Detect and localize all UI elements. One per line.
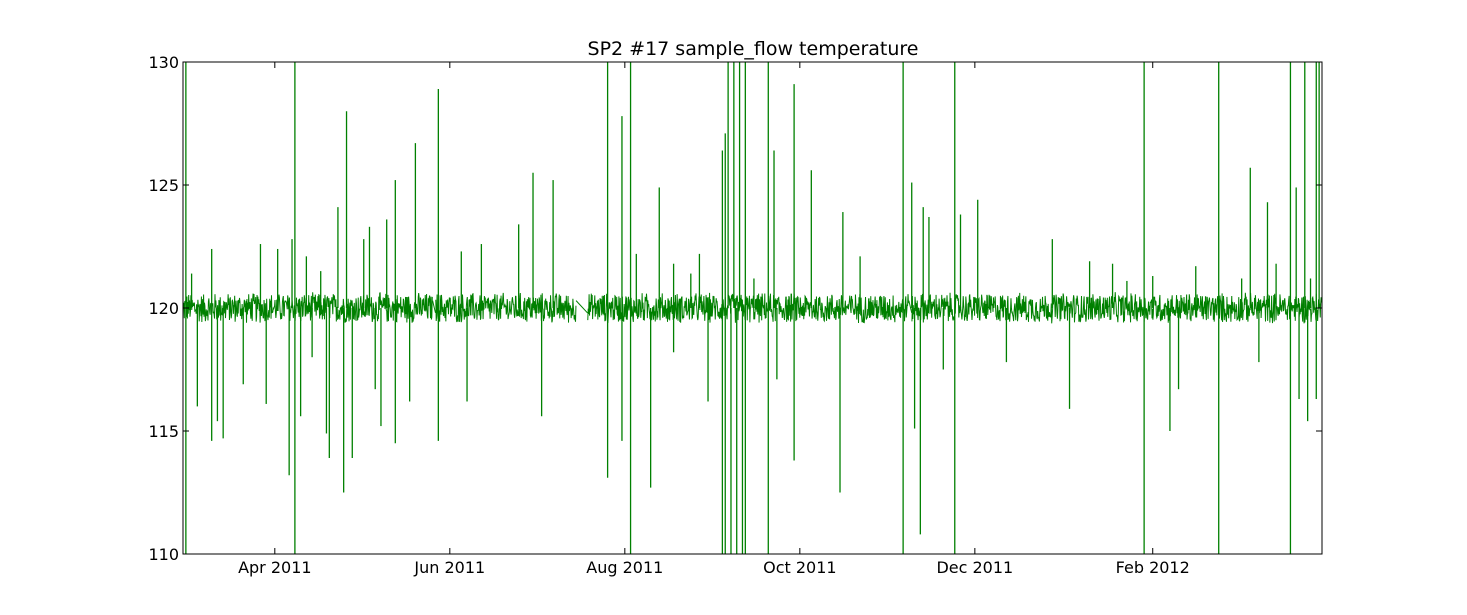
y-axis: 110 115 120 125 130 xyxy=(148,53,1322,564)
x-axis: Apr 2011 Jun 2011 Aug 2011 Oct 2011 Dec 2011… xyxy=(238,62,1190,577)
y-tick-label: 125 xyxy=(148,176,179,195)
series-gap-connector xyxy=(575,300,588,314)
series-gap-connector xyxy=(908,300,913,314)
x-tick-label: Dec 2011 xyxy=(936,558,1013,577)
series-gap-connector xyxy=(432,300,436,314)
y-tick-label: 110 xyxy=(148,545,179,564)
x-tick-label: Oct 2011 xyxy=(763,558,836,577)
y-tick-label: 130 xyxy=(148,53,179,72)
series-line xyxy=(183,292,1322,324)
x-tick-label: Aug 2011 xyxy=(586,558,663,577)
y-tick-label: 120 xyxy=(148,299,179,318)
x-tick-label: Apr 2011 xyxy=(238,558,311,577)
plot-area xyxy=(183,62,1322,554)
data-series-group xyxy=(183,62,1322,554)
x-tick-label: Jun 2011 xyxy=(413,558,485,577)
x-tick-label: Feb 2012 xyxy=(1116,558,1190,577)
y-tick-label: 115 xyxy=(148,422,179,441)
chart-title: SP2 #17 sample_flow temperature xyxy=(588,38,919,60)
